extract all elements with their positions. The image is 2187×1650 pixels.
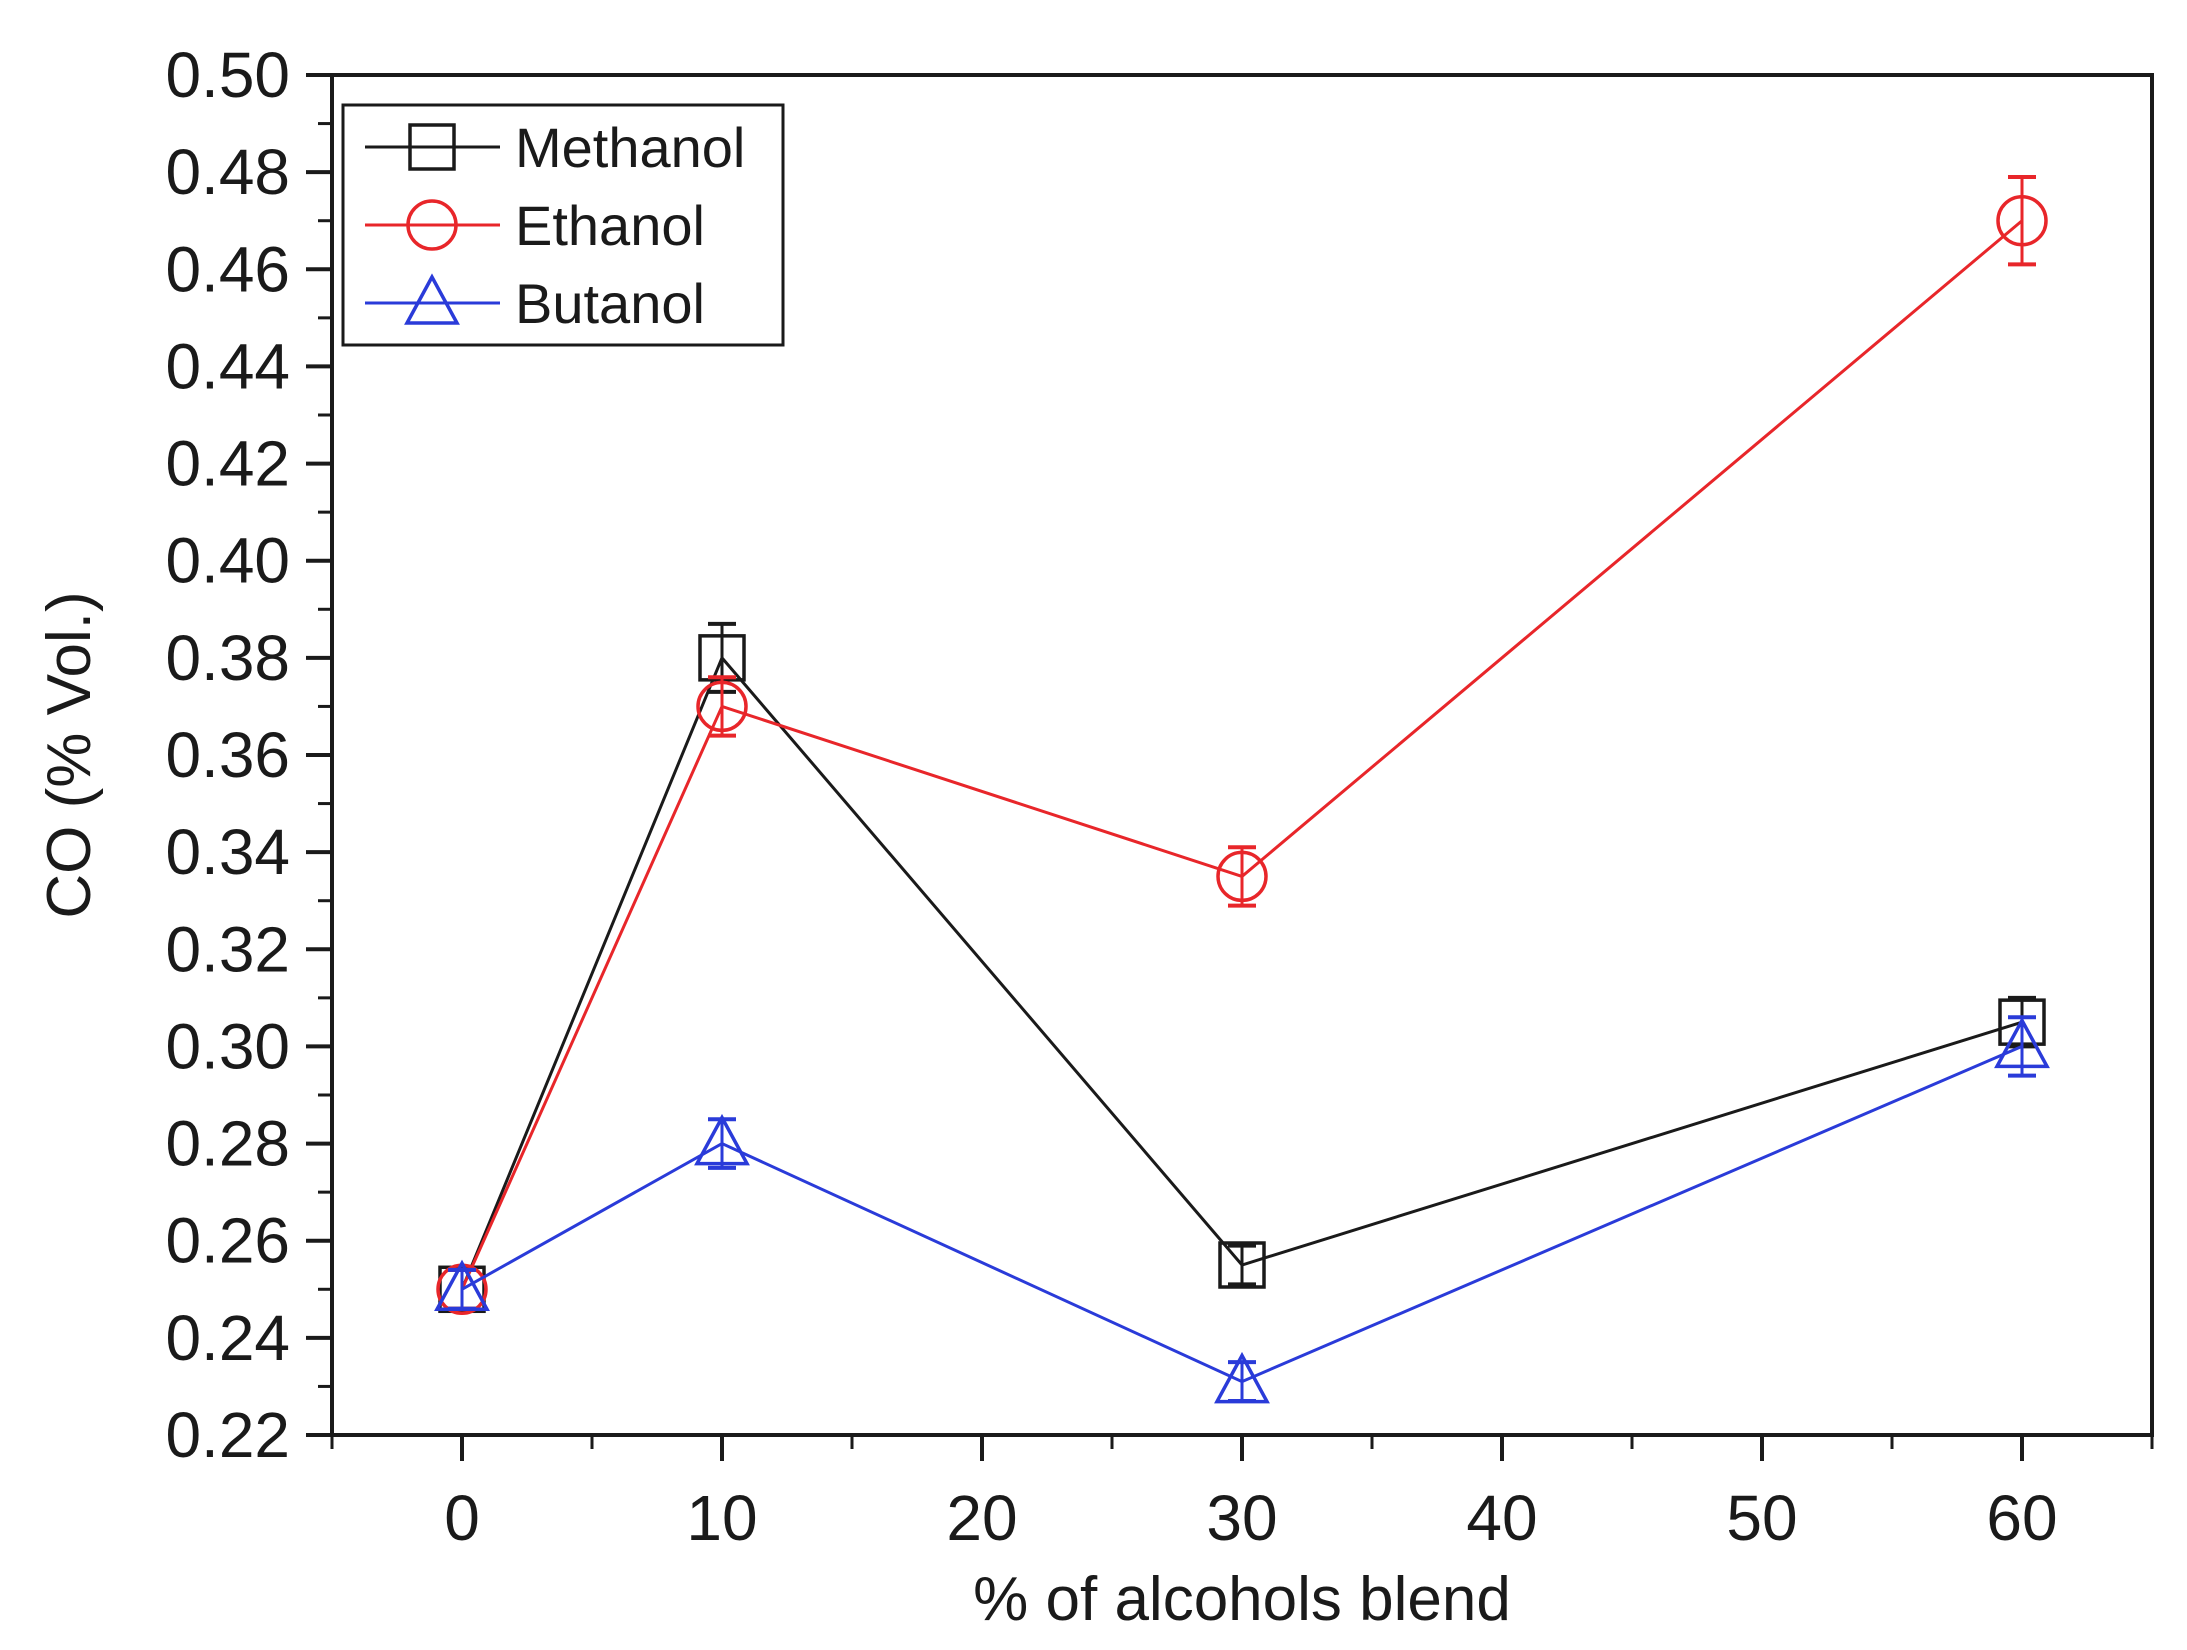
butanol-marker: [434, 1259, 490, 1312]
x-axis-title: % of alcohols blend: [973, 1565, 1511, 1634]
y-tick-label: 0.36: [165, 719, 290, 791]
y-tick-label: 0.22: [165, 1399, 290, 1471]
y-tick-label: 0.46: [165, 233, 290, 305]
y-tick-label: 0.50: [165, 39, 290, 111]
butanol-marker: [1214, 1351, 1270, 1404]
y-tick-label: 0.48: [165, 136, 290, 208]
series-butanol: [434, 1015, 2050, 1404]
methanol-marker: [1218, 1241, 1266, 1289]
series-ethanol: [436, 175, 2048, 1316]
x-tick-label: 40: [1466, 1482, 1537, 1554]
x-tick-label: 0: [444, 1482, 480, 1554]
legend-marker-butanol: [404, 273, 460, 325]
y-tick-label: 0.40: [165, 525, 290, 597]
ethanol-marker: [1216, 850, 1268, 903]
y-tick-label: 0.34: [165, 816, 290, 888]
series-methanol: [438, 621, 2046, 1314]
ethanol-line: [460, 219, 2023, 1290]
ethanol-marker: [696, 680, 748, 733]
y-axis-title: CO (% Vol.): [35, 591, 104, 918]
x-tick-label: 50: [1726, 1482, 1797, 1554]
y-tick-label: 0.30: [165, 1010, 290, 1082]
methanol-marker: [438, 1265, 486, 1314]
y-tick-label: 0.32: [165, 913, 290, 985]
legend-label-ethanol: Ethanol: [515, 194, 705, 257]
x-tick-label: 60: [1986, 1482, 2057, 1554]
x-tick-label: 10: [686, 1482, 757, 1554]
y-tick-label: 0.42: [165, 428, 290, 500]
y-tick-label: 0.38: [165, 622, 290, 694]
legend-label-butanol: Butanol: [515, 272, 705, 335]
x-tick-label: 20: [946, 1482, 1017, 1554]
y-tick-label: 0.26: [165, 1205, 290, 1277]
legend-marker-ethanol: [406, 199, 458, 251]
butanol-line: [461, 1045, 2023, 1384]
methanol-line: [460, 655, 2023, 1290]
legend-marker-methanol: [408, 123, 456, 171]
y-tick-label: 0.24: [165, 1302, 290, 1374]
ethanol-marker: [1996, 194, 2048, 247]
butanol-marker: [1994, 1016, 2050, 1069]
y-tick-label: 0.44: [165, 330, 290, 402]
legend: Methanol Ethanol Butanol: [341, 103, 785, 347]
legend-label-methanol: Methanol: [515, 116, 745, 179]
x-tick-label: 30: [1206, 1482, 1277, 1554]
y-tick-label: 0.28: [165, 1108, 290, 1180]
butanol-marker: [694, 1113, 750, 1166]
